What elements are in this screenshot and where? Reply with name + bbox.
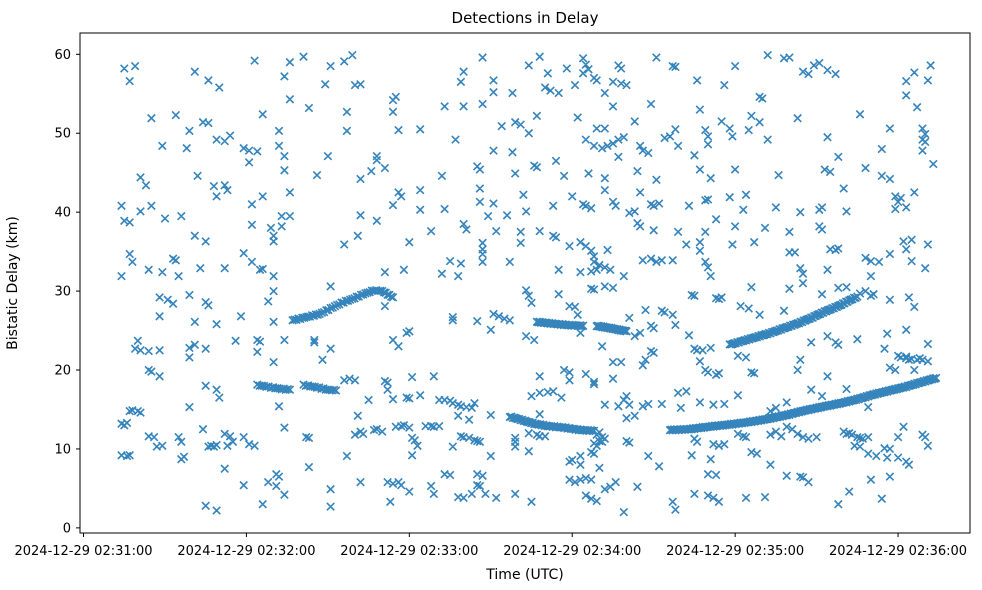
x-tick-label: 2024-12-29 02:31:00 (14, 544, 152, 559)
detections-marker-layer (117, 50, 941, 517)
y-tick-label: 40 (54, 206, 71, 221)
plot-frame (79, 32, 971, 534)
plot-title: Detections in Delay (452, 9, 599, 27)
x-tick-label: 2024-12-29 02:36:00 (829, 544, 967, 559)
axes-layer: 2024-12-29 02:31:00 2024-12-29 02:32:00 20… (14, 32, 971, 559)
y-tick-label: 20 (54, 364, 71, 379)
x-tick-label: 2024-12-29 02:33:00 (340, 544, 478, 559)
y-tick-label: 50 (54, 127, 71, 142)
x-tick-label: 2024-12-29 02:34:00 (503, 544, 641, 559)
y-axis-label: Bistatic Delay (km) (5, 216, 21, 350)
x-axis-label: Time (UTC) (485, 567, 563, 583)
x-tick-label: 2024-12-29 02:32:00 (177, 544, 315, 559)
y-tick-label: 10 (54, 442, 71, 457)
x-tick-label: 2024-12-29 02:35:00 (666, 544, 804, 559)
y-tick-label: 0 (63, 521, 71, 536)
y-tick-label: 30 (54, 285, 71, 300)
y-tick-label: 60 (54, 48, 71, 63)
scatter-markers (117, 50, 941, 517)
